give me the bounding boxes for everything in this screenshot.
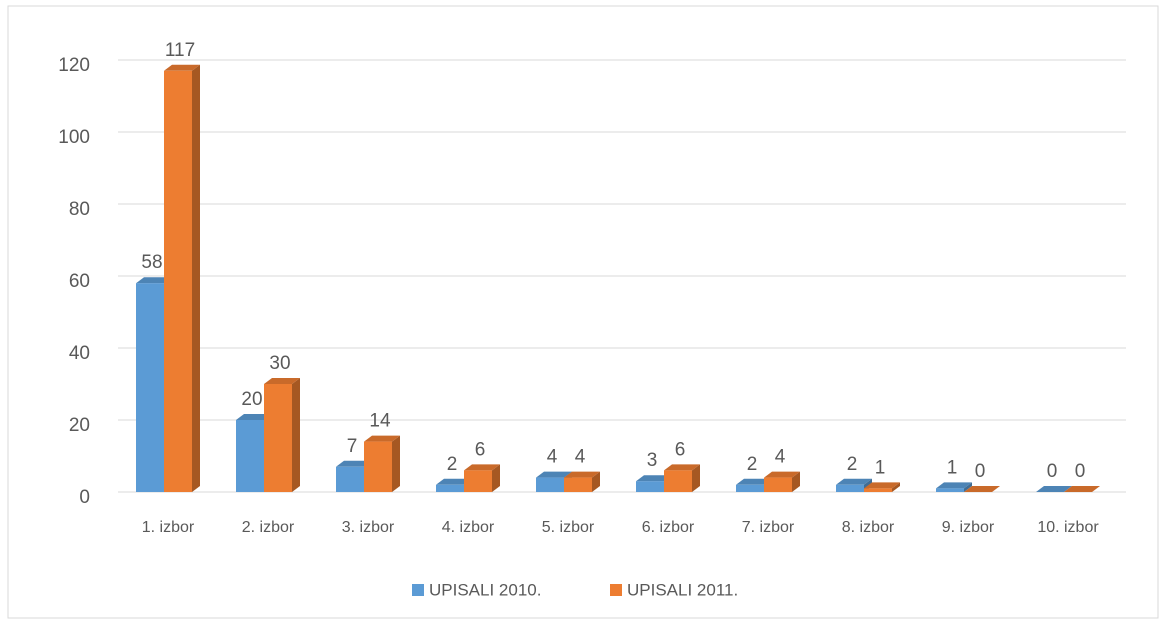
x-tick-label: 9. izbor	[942, 519, 995, 536]
bar	[136, 283, 164, 492]
legend-swatch	[412, 584, 424, 596]
data-label: 58	[141, 252, 162, 273]
bar-top	[736, 478, 772, 485]
data-label: 1	[947, 457, 958, 478]
bar-side	[792, 471, 800, 492]
data-label: 2	[847, 454, 858, 475]
data-label: 0	[1047, 461, 1058, 482]
bar-top	[164, 64, 200, 71]
bar	[764, 477, 792, 492]
bar-top	[236, 414, 272, 420]
data-label: 0	[975, 461, 986, 482]
y-tick-label: 40	[69, 343, 90, 364]
bar	[336, 466, 364, 492]
y-tick-label: 120	[58, 55, 90, 76]
bar	[436, 484, 464, 492]
bar-top	[1064, 486, 1100, 492]
bar-top	[264, 378, 300, 384]
bar-top	[636, 475, 672, 482]
data-label: 1	[875, 457, 886, 478]
bar-top	[536, 471, 572, 478]
data-label: 7	[347, 436, 358, 457]
bar-side	[192, 64, 200, 493]
y-tick-label: 100	[58, 127, 90, 148]
bar-top	[864, 482, 900, 489]
bar	[664, 470, 692, 492]
x-tick-label: 5. izbor	[542, 519, 595, 536]
bar-side	[964, 482, 972, 492]
legend-label: UPISALI 2010.	[429, 580, 541, 599]
x-tick-label: 2. izbor	[242, 519, 295, 536]
data-label: 6	[675, 439, 686, 460]
bar-top	[664, 464, 700, 471]
x-tick-label: 1. izbor	[142, 519, 195, 536]
data-label: 117	[165, 40, 195, 61]
y-tick-label: 0	[79, 487, 90, 508]
x-tick-label: 8. izbor	[842, 519, 895, 536]
bar	[464, 470, 492, 492]
x-tick-label: 10. izbor	[1037, 519, 1099, 536]
bar	[364, 441, 392, 492]
bar-side	[892, 482, 900, 492]
bar-top	[764, 471, 800, 478]
legend-swatch	[610, 584, 622, 596]
x-tick-label: 4. izbor	[442, 519, 495, 536]
data-label: 2	[747, 454, 758, 475]
data-label: 14	[369, 411, 391, 432]
bar-top	[464, 464, 500, 471]
data-label: 20	[241, 389, 262, 410]
bar	[836, 484, 864, 492]
data-label: 4	[775, 447, 786, 468]
bar	[164, 70, 192, 493]
data-label: 4	[547, 447, 558, 468]
bar-top	[564, 471, 600, 478]
bar-side	[592, 471, 600, 492]
bar	[236, 420, 264, 492]
bar-top	[136, 277, 172, 284]
legend-label: UPISALI 2011.	[627, 580, 738, 599]
data-label: 2	[447, 454, 458, 475]
bar-top	[964, 486, 1000, 492]
bar-side	[292, 378, 300, 492]
bar	[864, 488, 892, 492]
bar-top	[336, 460, 372, 467]
bar-side	[692, 464, 700, 492]
data-label: 30	[269, 353, 290, 374]
bar-top	[836, 478, 872, 485]
x-tick-label: 7. izbor	[742, 519, 795, 536]
bar-side	[392, 435, 400, 492]
y-tick-label: 80	[69, 199, 90, 220]
bar-top	[436, 478, 472, 485]
bar-top	[1036, 486, 1072, 492]
bar	[264, 384, 292, 492]
x-tick-label: 3. izbor	[342, 519, 395, 536]
bar	[536, 477, 564, 492]
bar	[736, 484, 764, 492]
bar-side	[492, 464, 500, 492]
y-tick-label: 60	[69, 271, 90, 292]
bar	[636, 481, 664, 492]
data-label: 6	[475, 439, 486, 460]
bar-top	[936, 482, 972, 489]
bar-top	[364, 435, 400, 442]
data-label: 4	[575, 447, 586, 468]
data-label: 0	[1075, 461, 1086, 482]
bar	[936, 488, 964, 492]
y-tick-label: 20	[69, 415, 90, 436]
data-label: 3	[647, 450, 658, 471]
x-tick-label: 6. izbor	[642, 519, 695, 536]
bar	[564, 477, 592, 492]
